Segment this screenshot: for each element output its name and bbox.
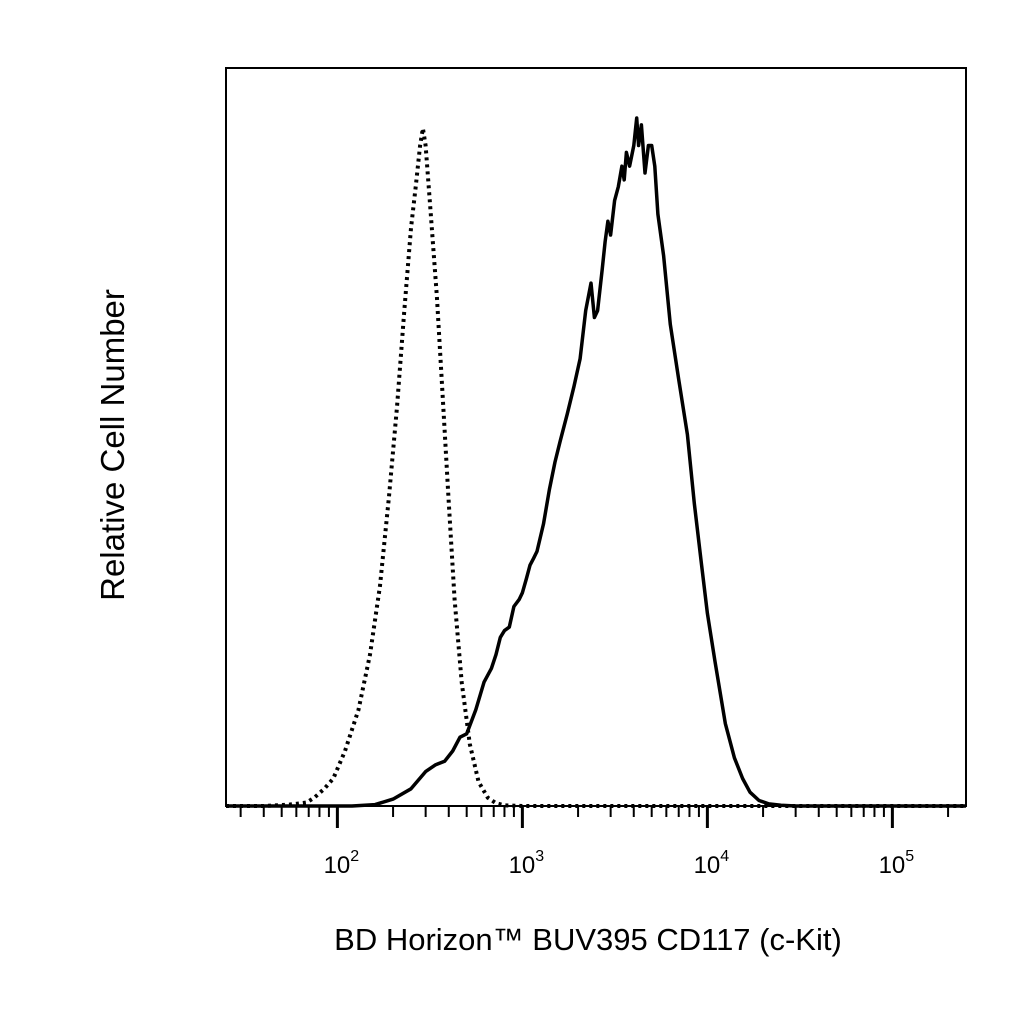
x-tick-label: 103 [509,848,545,879]
x-axis-tick-labels: 102 103 104 105 [324,848,915,879]
x-axis-label: BD Horizon™ BUV395 CD117 (c-Kit) [334,922,842,957]
x-tick-label: 105 [879,848,915,879]
series-line-solid [226,116,966,808]
x-tick-label: 102 [324,848,360,879]
x-tick-label: 104 [694,848,730,879]
x-axis-ticks [239,806,950,828]
series-line-dotted [226,126,966,808]
series-group [226,116,966,808]
y-axis-label: Relative Cell Number [94,289,131,601]
plot-frame [225,67,967,807]
